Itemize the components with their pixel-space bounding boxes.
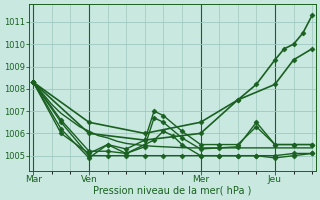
X-axis label: Pression niveau de la mer( hPa ): Pression niveau de la mer( hPa ) bbox=[93, 186, 252, 196]
